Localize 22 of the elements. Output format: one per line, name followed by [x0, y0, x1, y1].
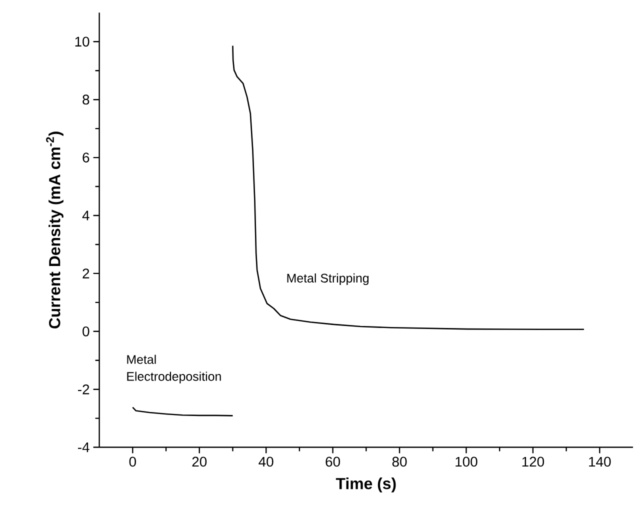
- y-tick-label: -2: [78, 384, 90, 394]
- x-axis-title: Time (s): [336, 478, 396, 492]
- y-tick-label: 8: [82, 94, 90, 105]
- line-series: [232, 45, 585, 330]
- x-tick-label: 20: [192, 456, 207, 467]
- x-tick-label: 140: [589, 456, 611, 467]
- annotation: Metal Electrodeposition: [127, 354, 221, 384]
- annotation: Metal Stripping: [287, 273, 369, 286]
- y-tick-label: 4: [82, 210, 90, 220]
- y-tick-label: 2: [82, 268, 90, 278]
- line-series: [132, 406, 234, 416]
- y-tick-label: 10: [75, 36, 90, 47]
- x-tick-label: 60: [326, 456, 340, 467]
- x-tick-label: 80: [392, 456, 407, 467]
- x-tick-label: 40: [258, 456, 274, 467]
- x-tick-label: 100: [456, 456, 478, 467]
- y-tick-label: -4: [78, 442, 90, 452]
- x-tick-label: 120: [522, 456, 544, 467]
- y-axis-title: Current Density (mA cm$^{-2}$): [46, 132, 64, 328]
- x-tick-label: 0: [129, 456, 136, 467]
- y-tick-label: 0: [82, 326, 90, 336]
- y-tick-label: 6: [82, 152, 90, 162]
